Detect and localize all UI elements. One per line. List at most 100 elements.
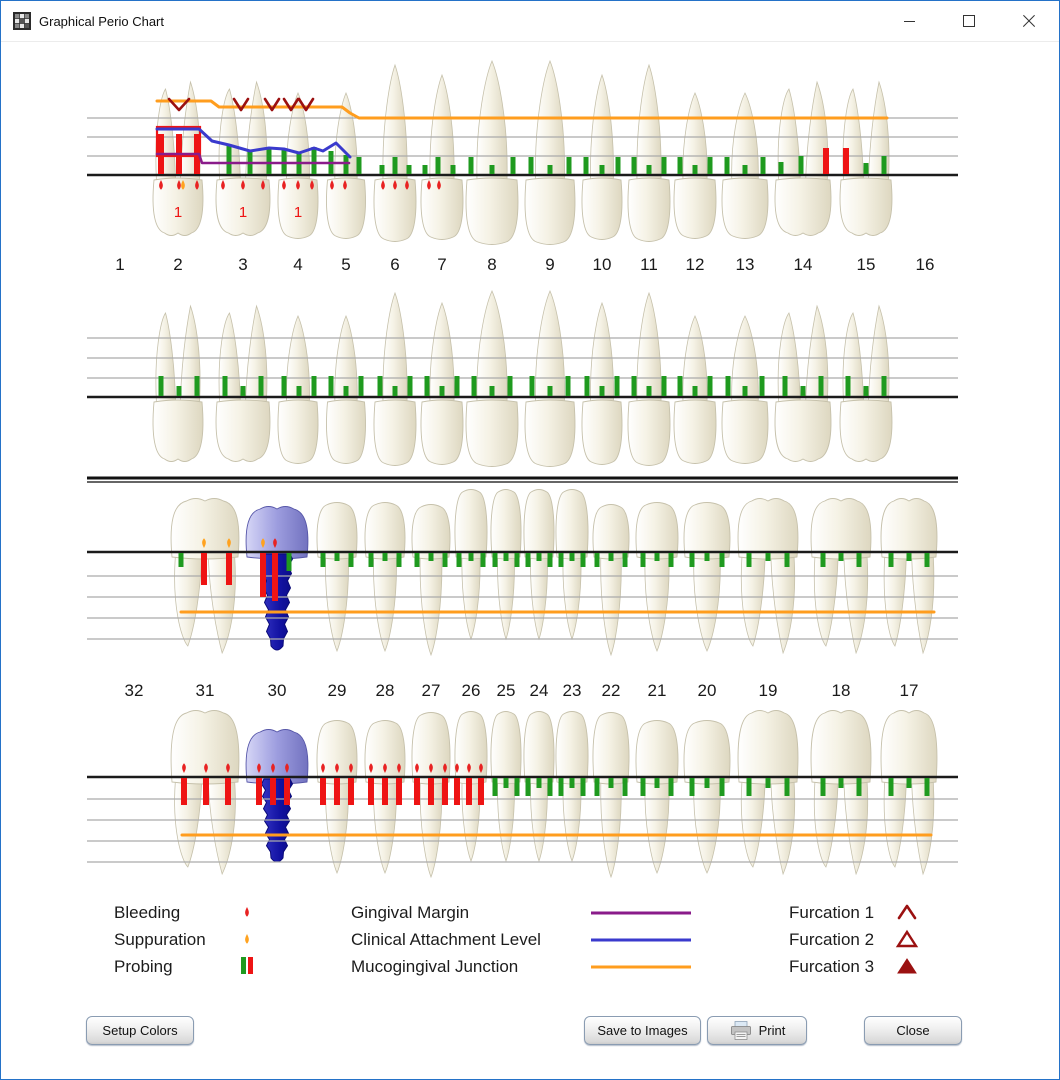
svg-text:18: 18 xyxy=(832,681,851,700)
svg-text:23: 23 xyxy=(563,681,582,700)
svg-text:21: 21 xyxy=(648,681,667,700)
svg-text:31: 31 xyxy=(196,681,215,700)
save-to-images-button[interactable]: Save to Images xyxy=(584,1016,701,1045)
legend-label-furcation1: Furcation 1 xyxy=(789,903,875,922)
svg-text:5: 5 xyxy=(341,255,350,274)
row-upper-palatal xyxy=(87,289,958,467)
minimize-icon xyxy=(903,20,915,22)
maximize-icon xyxy=(963,15,975,27)
tooth-19 xyxy=(737,710,799,876)
svg-text:12: 12 xyxy=(686,255,705,274)
tooth-11 xyxy=(627,63,671,242)
svg-text:26: 26 xyxy=(462,681,481,700)
tooth-19 xyxy=(737,498,799,655)
svg-text:8: 8 xyxy=(487,255,496,274)
row-lower-facial xyxy=(87,710,958,879)
close-button[interactable] xyxy=(999,1,1059,41)
tooth-27 xyxy=(411,712,451,879)
window-controls xyxy=(879,1,1059,41)
svg-text:27: 27 xyxy=(422,681,441,700)
svg-text:4: 4 xyxy=(293,255,302,274)
tooth-26 xyxy=(454,489,488,641)
minimize-button[interactable] xyxy=(879,1,939,41)
svg-text:1: 1 xyxy=(174,204,182,221)
tooth-6 xyxy=(373,291,417,466)
tooth-10 xyxy=(581,73,623,240)
svg-text:11: 11 xyxy=(640,255,658,274)
tooth-7 xyxy=(420,73,464,240)
tooth-6 xyxy=(373,63,417,242)
tooth-9 xyxy=(524,59,576,245)
svg-text:28: 28 xyxy=(376,681,395,700)
tooth-28 xyxy=(364,502,406,653)
svg-text:15: 15 xyxy=(857,255,876,274)
legend-label-furcation3: Furcation 3 xyxy=(789,957,875,976)
tooth-9 xyxy=(524,289,576,467)
svg-text:14: 14 xyxy=(794,255,813,274)
legend-label-mgj: Mucogingival Junction xyxy=(351,957,519,976)
svg-text:7: 7 xyxy=(437,255,446,274)
svg-text:32: 32 xyxy=(125,681,144,700)
app-icon xyxy=(13,12,31,30)
tooth-11 xyxy=(627,291,671,466)
svg-text:13: 13 xyxy=(736,255,755,274)
svg-text:24: 24 xyxy=(530,681,549,700)
svg-text:1: 1 xyxy=(239,204,247,221)
row-lower-lingual xyxy=(87,489,958,657)
print-button-label: Print xyxy=(758,1023,786,1038)
tooth-30 xyxy=(245,729,309,863)
legend-label-probing: Probing xyxy=(114,957,173,976)
tooth-20 xyxy=(683,720,731,874)
svg-text:30: 30 xyxy=(268,681,287,700)
tooth-28 xyxy=(364,720,406,875)
printer-icon xyxy=(730,1020,751,1040)
tooth-21 xyxy=(635,502,679,653)
svg-text:25: 25 xyxy=(497,681,516,700)
maximize-button[interactable] xyxy=(939,1,999,41)
tooth-31 xyxy=(170,498,240,655)
legend-marks xyxy=(241,904,919,974)
svg-text:1: 1 xyxy=(115,255,124,274)
legend-label-bleeding: Bleeding xyxy=(114,903,181,922)
svg-text:6: 6 xyxy=(390,255,399,274)
svg-text:16: 16 xyxy=(916,255,935,274)
print-button[interactable]: Print xyxy=(707,1016,807,1045)
tooth-22 xyxy=(592,712,630,879)
tooth-21 xyxy=(635,720,679,874)
tooth-7 xyxy=(420,301,464,465)
close-dialog-button[interactable]: Close xyxy=(864,1016,962,1045)
setup-colors-button[interactable]: Setup Colors xyxy=(86,1016,194,1045)
svg-text:20: 20 xyxy=(698,681,717,700)
svg-text:3: 3 xyxy=(238,255,247,274)
tooth-10 xyxy=(581,301,623,465)
svg-text:19: 19 xyxy=(759,681,778,700)
tooth-29 xyxy=(316,720,358,875)
legend-label-suppuration: Suppuration xyxy=(114,930,206,949)
svg-text:22: 22 xyxy=(602,681,621,700)
tooth-8 xyxy=(465,290,519,467)
tooth-18 xyxy=(810,710,872,876)
window-title: Graphical Perio Chart xyxy=(39,13,164,29)
row-upper-facial: 1 1 1 xyxy=(87,59,958,245)
tooth-27 xyxy=(411,504,451,657)
tooth-29 xyxy=(316,502,358,653)
svg-text:29: 29 xyxy=(328,681,347,700)
legend-label-furcation2: Furcation 2 xyxy=(789,930,875,949)
legend-label-cal: Clinical Attachment Level xyxy=(351,930,541,949)
tooth-17 xyxy=(880,498,938,655)
tooth-18 xyxy=(810,498,872,655)
titlebar: Graphical Perio Chart xyxy=(1,1,1059,42)
close-icon xyxy=(1022,14,1036,28)
svg-text:17: 17 xyxy=(900,681,919,700)
legend-label-gingival-margin: Gingival Margin xyxy=(351,903,470,922)
tooth-20 xyxy=(683,502,731,652)
svg-text:10: 10 xyxy=(593,255,612,274)
svg-text:9: 9 xyxy=(545,255,554,274)
tooth-30 xyxy=(245,506,309,651)
svg-text:2: 2 xyxy=(173,255,182,274)
tooth-17 xyxy=(880,710,938,876)
tooth-8 xyxy=(465,59,519,245)
svg-text:1: 1 xyxy=(294,204,302,221)
